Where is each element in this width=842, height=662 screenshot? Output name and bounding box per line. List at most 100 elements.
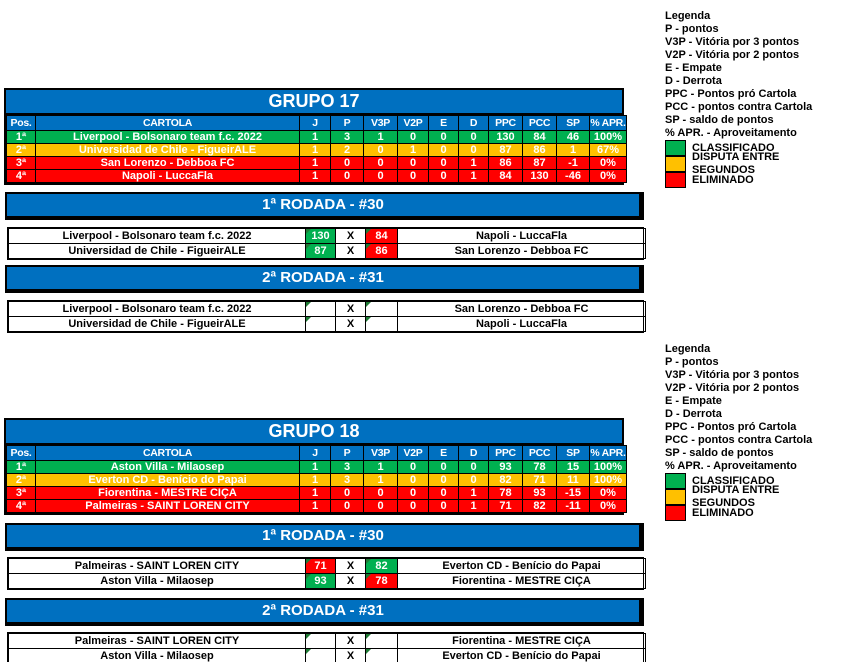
home-score-cell[interactable]: 130: [305, 228, 336, 244]
x-cell[interactable]: X: [335, 633, 366, 649]
stat-cell-j[interactable]: 1: [299, 473, 331, 487]
stat-cell-sp[interactable]: 1: [556, 143, 590, 157]
header-cell-v2p[interactable]: V2P: [397, 115, 429, 131]
home-score-cell[interactable]: 71: [305, 558, 336, 574]
stat-cell-pcc[interactable]: 82: [522, 499, 557, 513]
stat-cell-e[interactable]: 0: [428, 130, 459, 144]
header-cell-d[interactable]: D: [458, 445, 489, 461]
stat-cell-v3p[interactable]: 1: [363, 460, 398, 474]
away-team-cell[interactable]: Fiorentina - MESTRE CIÇA: [397, 633, 646, 649]
header-cell-apr[interactable]: % APR.: [589, 115, 627, 131]
stat-cell-apr[interactable]: 100%: [589, 130, 627, 144]
header-cell-v3p[interactable]: V3P: [363, 445, 398, 461]
stat-cell-sp[interactable]: 15: [556, 460, 590, 474]
stat-cell-apr[interactable]: 100%: [589, 473, 627, 487]
home-score-cell[interactable]: [305, 633, 336, 649]
team-cell[interactable]: Palmeiras - SAINT LOREN CITY: [35, 499, 300, 513]
stat-cell-d[interactable]: 1: [458, 156, 489, 170]
pos-cell[interactable]: 4ª: [6, 169, 36, 183]
stat-cell-apr[interactable]: 0%: [589, 499, 627, 513]
team-cell[interactable]: Fiorentina - MESTRE CIÇA: [35, 486, 300, 500]
x-cell[interactable]: X: [335, 228, 366, 244]
stat-cell-ppc[interactable]: 130: [488, 130, 523, 144]
stat-cell-sp[interactable]: -15: [556, 486, 590, 500]
grupo17-rodada2-banner[interactable]: 2ª RODADA - #31: [5, 265, 644, 293]
grupo18-title-banner[interactable]: GRUPO 18: [6, 420, 622, 445]
stat-cell-e[interactable]: 0: [428, 473, 459, 487]
stat-cell-e[interactable]: 0: [428, 486, 459, 500]
stat-cell-sp[interactable]: 46: [556, 130, 590, 144]
stat-cell-pcc[interactable]: 93: [522, 486, 557, 500]
home-score-cell[interactable]: [305, 301, 336, 317]
team-cell[interactable]: Aston Villa - Milaosep: [35, 460, 300, 474]
stat-cell-p[interactable]: 0: [330, 499, 364, 513]
stat-cell-v2p[interactable]: 0: [397, 460, 429, 474]
stat-cell-v2p[interactable]: 0: [397, 169, 429, 183]
pos-cell[interactable]: 3ª: [6, 486, 36, 500]
x-cell[interactable]: X: [335, 243, 366, 259]
home-score-cell[interactable]: [305, 316, 336, 332]
away-score-cell[interactable]: [365, 633, 398, 649]
stat-cell-pcc[interactable]: 71: [522, 473, 557, 487]
header-cell-p[interactable]: P: [330, 445, 364, 461]
pos-cell[interactable]: 4ª: [6, 499, 36, 513]
away-score-cell[interactable]: [365, 316, 398, 332]
stat-cell-ppc[interactable]: 93: [488, 460, 523, 474]
stat-cell-pcc[interactable]: 86: [522, 143, 557, 157]
stat-cell-v3p[interactable]: 0: [363, 486, 398, 500]
header-cell-pos[interactable]: Pos.: [6, 115, 36, 131]
pos-cell[interactable]: 2ª: [6, 473, 36, 487]
away-team-cell[interactable]: Napoli - LuccaFla: [397, 316, 646, 332]
stat-cell-ppc[interactable]: 84: [488, 169, 523, 183]
stat-cell-ppc[interactable]: 82: [488, 473, 523, 487]
stat-cell-d[interactable]: 0: [458, 473, 489, 487]
grupo17-rodada1-banner[interactable]: 1ª RODADA - #30: [5, 192, 644, 220]
stat-cell-apr[interactable]: 100%: [589, 460, 627, 474]
x-cell[interactable]: X: [335, 301, 366, 317]
stat-cell-ppc[interactable]: 86: [488, 156, 523, 170]
stat-cell-p[interactable]: 0: [330, 169, 364, 183]
away-score-cell[interactable]: [365, 648, 398, 662]
header-cell-d[interactable]: D: [458, 115, 489, 131]
stat-cell-v2p[interactable]: 0: [397, 473, 429, 487]
team-cell[interactable]: Liverpool - Bolsonaro team f.c. 2022: [35, 130, 300, 144]
stat-cell-apr[interactable]: 0%: [589, 156, 627, 170]
x-cell[interactable]: X: [335, 573, 366, 589]
away-team-cell[interactable]: San Lorenzo - Debboa FC: [397, 301, 646, 317]
header-cell-ppc[interactable]: PPC: [488, 115, 523, 131]
header-cell-sp[interactable]: SP: [556, 115, 590, 131]
stat-cell-d[interactable]: 0: [458, 130, 489, 144]
stat-cell-ppc[interactable]: 87: [488, 143, 523, 157]
stat-cell-v3p[interactable]: 0: [363, 156, 398, 170]
stat-cell-sp[interactable]: -46: [556, 169, 590, 183]
home-team-cell[interactable]: Palmeiras - SAINT LOREN CITY: [8, 633, 306, 649]
stat-cell-j[interactable]: 1: [299, 499, 331, 513]
home-team-cell[interactable]: Universidad de Chile - FigueirALE: [8, 316, 306, 332]
home-team-cell[interactable]: Universidad de Chile - FigueirALE: [8, 243, 306, 259]
stat-cell-v2p[interactable]: 0: [397, 130, 429, 144]
stat-cell-sp[interactable]: 11: [556, 473, 590, 487]
home-team-cell[interactable]: Liverpool - Bolsonaro team f.c. 2022: [8, 301, 306, 317]
stat-cell-e[interactable]: 0: [428, 499, 459, 513]
stat-cell-e[interactable]: 0: [428, 143, 459, 157]
stat-cell-pcc[interactable]: 84: [522, 130, 557, 144]
away-team-cell[interactable]: Everton CD - Benício do Papai: [397, 648, 646, 662]
away-score-cell[interactable]: [365, 301, 398, 317]
stat-cell-ppc[interactable]: 78: [488, 486, 523, 500]
stat-cell-ppc[interactable]: 71: [488, 499, 523, 513]
stat-cell-e[interactable]: 0: [428, 156, 459, 170]
home-score-cell[interactable]: [305, 648, 336, 662]
stat-cell-j[interactable]: 1: [299, 460, 331, 474]
stat-cell-d[interactable]: 1: [458, 499, 489, 513]
header-cell-ppc[interactable]: PPC: [488, 445, 523, 461]
header-cell-p[interactable]: P: [330, 115, 364, 131]
away-score-cell[interactable]: 86: [365, 243, 398, 259]
header-cell-j[interactable]: J: [299, 115, 331, 131]
stat-cell-v2p[interactable]: 1: [397, 143, 429, 157]
team-cell[interactable]: Everton CD - Benício do Papai: [35, 473, 300, 487]
stat-cell-p[interactable]: 3: [330, 130, 364, 144]
stat-cell-e[interactable]: 0: [428, 169, 459, 183]
stat-cell-j[interactable]: 1: [299, 169, 331, 183]
grupo18-rodada1-banner[interactable]: 1ª RODADA - #30: [5, 523, 644, 551]
stat-cell-pcc[interactable]: 87: [522, 156, 557, 170]
